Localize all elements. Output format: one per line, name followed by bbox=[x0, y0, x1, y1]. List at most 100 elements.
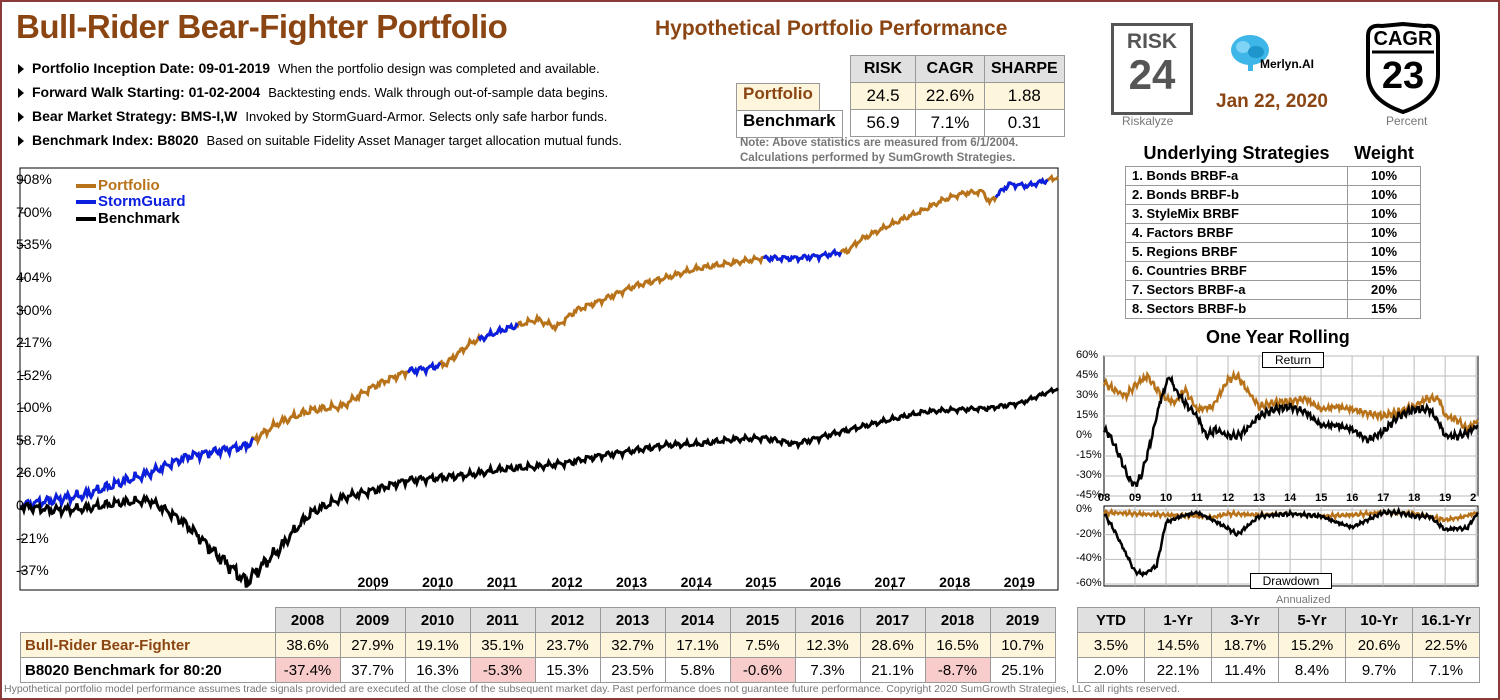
return-x-label: 18 bbox=[1408, 492, 1421, 504]
x-tick-label: 2017 bbox=[874, 574, 906, 590]
brain-icon bbox=[1231, 35, 1269, 71]
legend-stormguard: StormGuard bbox=[76, 193, 186, 210]
y-tick-label: -21% bbox=[16, 529, 49, 546]
risk-badge: RISK 24 bbox=[1111, 23, 1193, 115]
year-header: 2015 bbox=[729, 607, 796, 633]
cagr-caption: Percent bbox=[1386, 114, 1428, 128]
info-desc: When the portfolio design was completed … bbox=[278, 61, 600, 76]
period-header: 3-Yr bbox=[1211, 607, 1279, 633]
annualized-cell: 15.2% bbox=[1278, 632, 1346, 658]
x-tick-label: 2012 bbox=[551, 574, 583, 590]
annualized-cell: 18.7% bbox=[1211, 632, 1279, 658]
return-y-label: 45% bbox=[1076, 369, 1099, 381]
y-tick-label: 100% bbox=[16, 399, 52, 416]
year-header: 2008 bbox=[274, 607, 341, 633]
period-header: YTD bbox=[1077, 607, 1145, 633]
return-cell: -37.4% bbox=[274, 657, 341, 683]
return-cell: 25.1% bbox=[989, 657, 1056, 683]
drawdown-panel-label: Drawdown bbox=[1250, 573, 1332, 589]
return-cell: 19.1% bbox=[404, 632, 471, 658]
x-tick-label: 2014 bbox=[680, 574, 712, 590]
stormguard-line bbox=[19, 437, 255, 514]
return-cell: 37.7% bbox=[339, 657, 406, 683]
info-desc: Backtesting ends. Walk through out-of-sa… bbox=[268, 85, 609, 100]
risk-caption: Riskalyze bbox=[1122, 114, 1174, 128]
year-header: 2017 bbox=[859, 607, 926, 633]
cagr-value: 23 bbox=[1381, 55, 1425, 97]
period-header: 16.1-Yr bbox=[1412, 607, 1480, 633]
return-x-label: 08 bbox=[1098, 492, 1111, 504]
return-cell: 21.1% bbox=[859, 657, 926, 683]
info-desc: Invoked by StormGuard-Armor. Selects onl… bbox=[245, 109, 608, 124]
x-tick-label: 2019 bbox=[1003, 574, 1035, 590]
info-desc: Based on suitable Fidelity Asset Manager… bbox=[206, 133, 623, 148]
report-date: Jan 22, 2020 bbox=[1216, 91, 1328, 112]
y-tick-label: 300% bbox=[16, 301, 52, 318]
return-cell: -0.6% bbox=[729, 657, 796, 683]
return-cell: 7.5% bbox=[729, 632, 796, 658]
year-header: 2016 bbox=[794, 607, 861, 633]
stats-cell: 0.31 bbox=[984, 109, 1065, 137]
x-tick-label: 2016 bbox=[809, 574, 842, 590]
strategy-weight: 10% bbox=[1347, 222, 1421, 243]
period-header: 5-Yr bbox=[1278, 607, 1346, 633]
page-subtitle: Hypothetical Portfolio Performance bbox=[655, 17, 1008, 40]
x-tick-label: 2011 bbox=[486, 574, 518, 590]
return-cell: 15.3% bbox=[534, 657, 601, 683]
y-tick-label: 217% bbox=[16, 334, 52, 351]
return-y-label: 30% bbox=[1076, 389, 1099, 401]
annual-returns-table: 2008 2009 2010 2011 2012 2013 2014 2015 … bbox=[20, 607, 1056, 683]
footer-disclaimer: Hypothetical portfolio model performance… bbox=[4, 683, 1180, 695]
bullet-icon bbox=[18, 112, 24, 123]
return-x-label: 17 bbox=[1377, 492, 1390, 504]
return-cell: 10.7% bbox=[989, 632, 1056, 658]
year-header: 2009 bbox=[339, 607, 406, 633]
y-tick-label: 908% bbox=[16, 171, 52, 188]
rolling-title: One Year Rolling bbox=[1206, 327, 1350, 347]
return-x-label: 10 bbox=[1160, 492, 1173, 504]
stormguard-line bbox=[477, 321, 519, 343]
stats-cell: 24.5 bbox=[850, 82, 916, 110]
drawdown-y-label: -60% bbox=[1076, 577, 1102, 589]
return-panel-label: Return bbox=[1262, 352, 1324, 368]
year-header: 2012 bbox=[534, 607, 601, 633]
drawdown-y-label: 0% bbox=[1076, 503, 1092, 515]
y-tick-label: 535% bbox=[16, 236, 52, 253]
return-cell: 5.8% bbox=[664, 657, 731, 683]
return-x-label: 11 bbox=[1191, 492, 1203, 504]
annualized-cell: 7.1% bbox=[1412, 657, 1480, 683]
annualized-cell: 14.5% bbox=[1144, 632, 1212, 658]
info-benchmark: Benchmark Index: B8020 Based on suitable … bbox=[18, 132, 622, 148]
year-header: 2014 bbox=[664, 607, 731, 633]
return-y-label: -45% bbox=[1076, 489, 1102, 501]
stats-cell: 1.88 bbox=[984, 82, 1065, 110]
brand-name: Merlyn.AI bbox=[1260, 57, 1315, 71]
bullet-icon bbox=[18, 64, 24, 75]
y-tick-label: 0 bbox=[16, 496, 24, 513]
year-header: 2019 bbox=[989, 607, 1056, 633]
legend-label: Benchmark bbox=[98, 210, 180, 227]
year-header: 2011 bbox=[469, 607, 536, 633]
y-tick-label: 152% bbox=[16, 366, 52, 383]
cagr-label: CAGR bbox=[1373, 28, 1433, 50]
row-name: Bull-Rider Bear-Fighter bbox=[20, 632, 276, 658]
legend-benchmark: Benchmark bbox=[76, 210, 180, 227]
year-header: 2018 bbox=[924, 607, 991, 633]
annualized-cell: 22.1% bbox=[1144, 657, 1212, 683]
return-cell: 28.6% bbox=[859, 632, 926, 658]
cagr-shield-icon bbox=[1366, 22, 1440, 114]
risk-label: RISK bbox=[1126, 30, 1178, 53]
legend-swatch bbox=[76, 217, 96, 222]
legend-swatch bbox=[76, 184, 96, 189]
return-cell: -5.3% bbox=[469, 657, 536, 683]
return-cell: -8.7% bbox=[924, 657, 991, 683]
stats-table: RISK CAGR SHARPE Portfolio 24.5 22.6% 1.… bbox=[736, 55, 1065, 138]
x-tick-label: 2009 bbox=[357, 574, 389, 590]
stats-cell: 7.1% bbox=[915, 109, 985, 137]
year-header: 2010 bbox=[404, 607, 471, 633]
return-cell: 27.9% bbox=[339, 632, 406, 658]
stormguard-line bbox=[406, 360, 442, 378]
annualized-cell: 11.4% bbox=[1211, 657, 1279, 683]
drawdown-y-label: -40% bbox=[1076, 552, 1102, 565]
